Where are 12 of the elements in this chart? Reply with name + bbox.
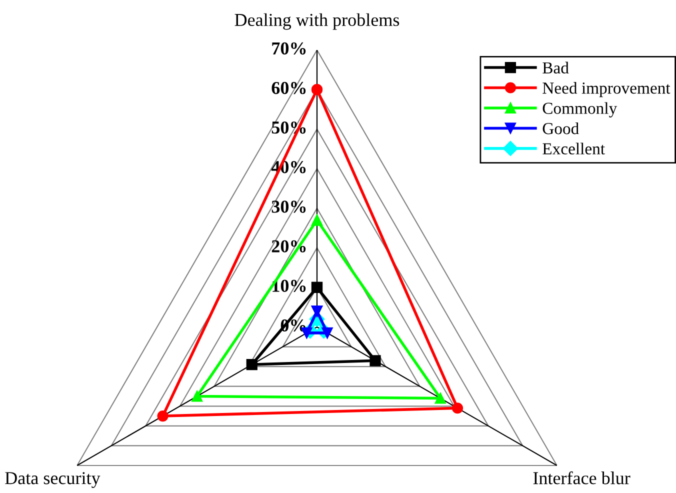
y-tick-label: 60%	[272, 82, 306, 94]
legend-label: Good	[542, 122, 579, 134]
legend-label: Excellent	[542, 142, 605, 154]
spoke-label: Data security	[5, 472, 100, 488]
y-tick-label: 10%	[272, 280, 306, 292]
legend-label: Commonly	[542, 102, 618, 118]
legend-label: Need improvement	[542, 82, 670, 98]
spoke-label: Interface blur	[533, 471, 630, 484]
spoke-label: Dealing with problems	[234, 13, 400, 30]
y-tick-label: 70%	[272, 42, 306, 55]
legend-label: Bad	[542, 62, 569, 74]
y-tick-label: 30%	[272, 200, 306, 213]
